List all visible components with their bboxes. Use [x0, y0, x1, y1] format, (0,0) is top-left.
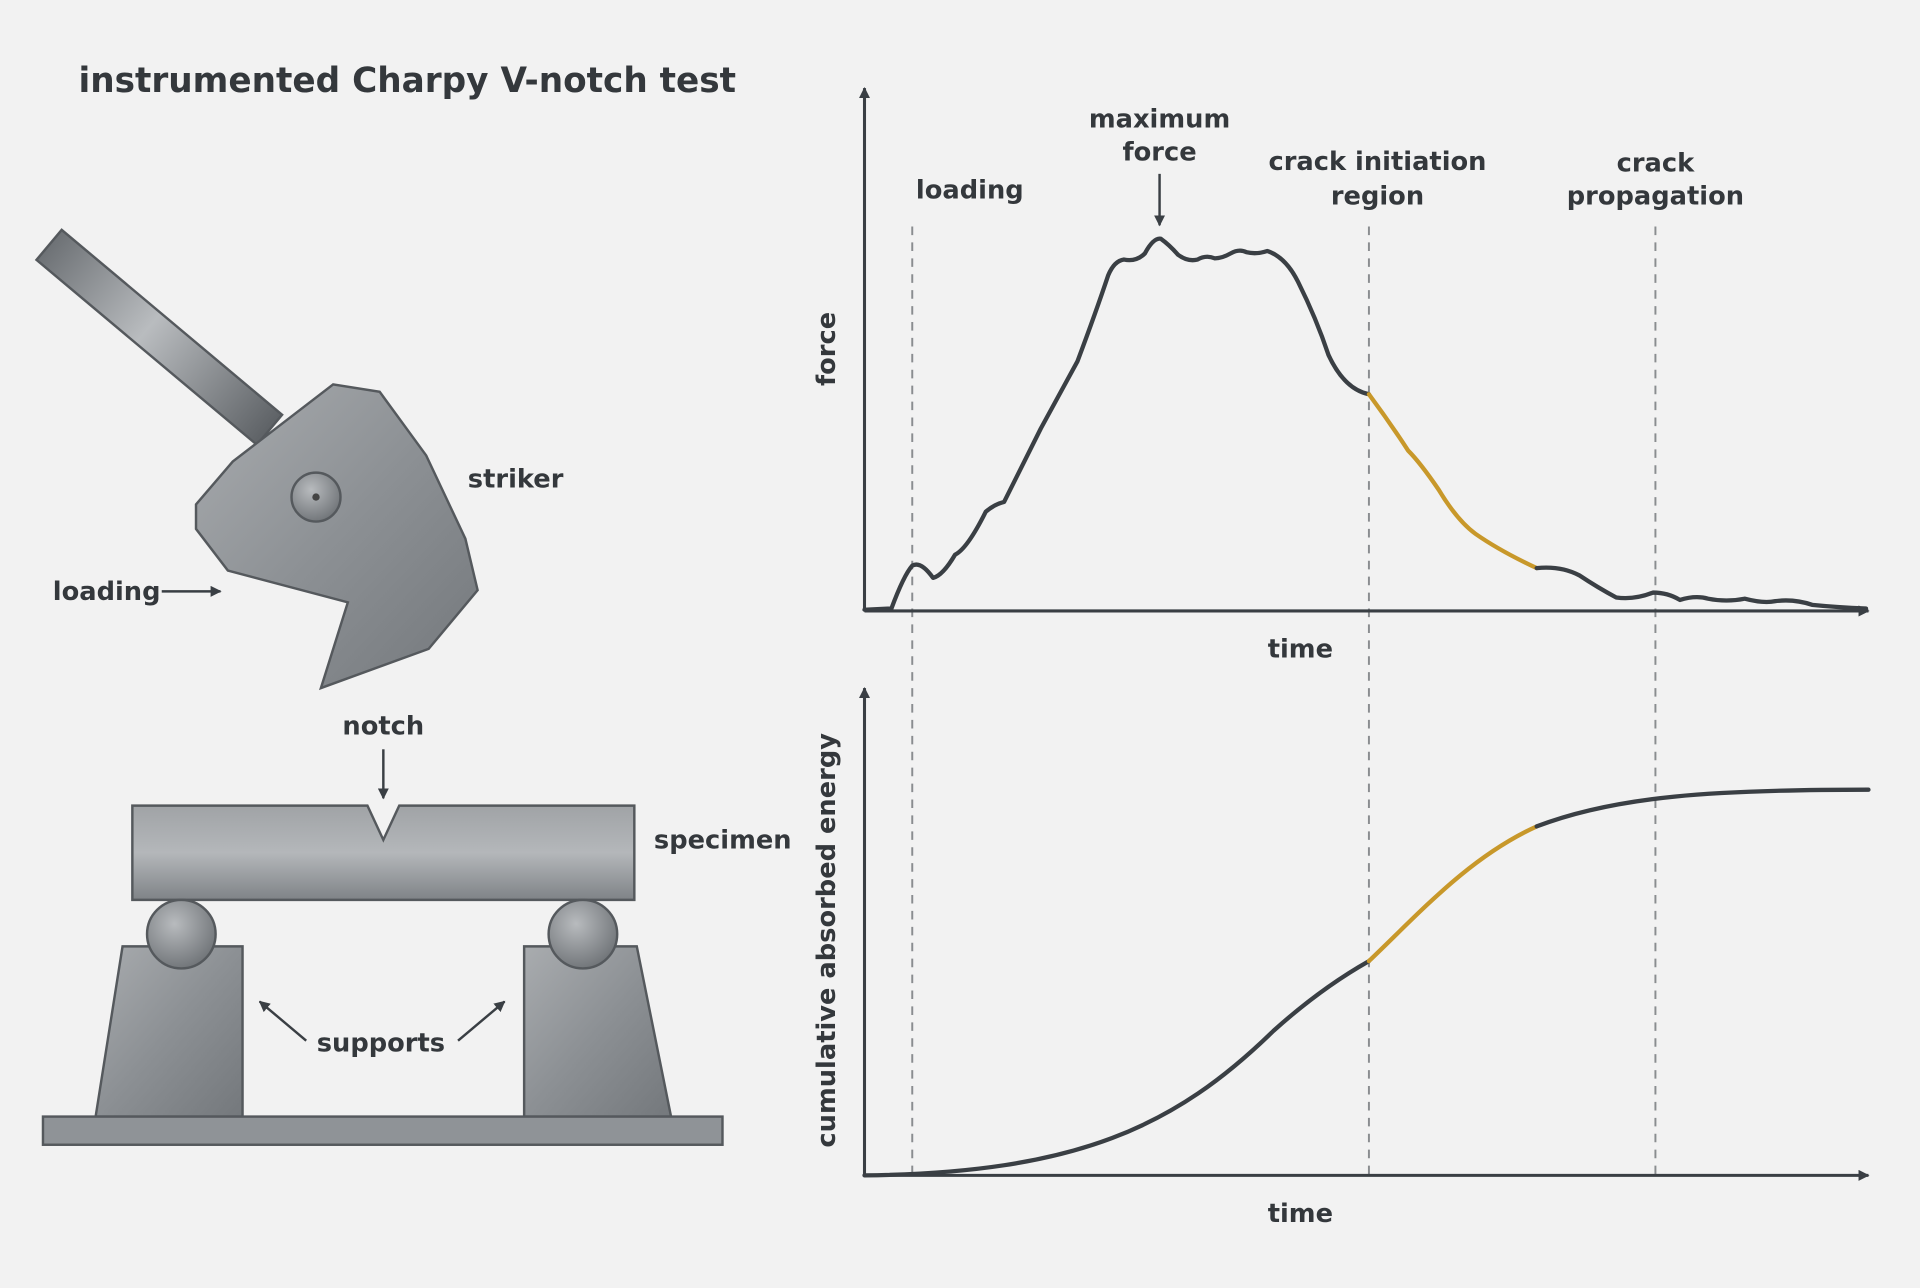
- right-roller: [547, 898, 619, 970]
- left-roller: [145, 898, 217, 970]
- striker-drawing: [34, 228, 479, 691]
- force-curve-propagation: [1534, 565, 1869, 611]
- annotation: force: [1122, 137, 1196, 167]
- x-axis-label: time: [1268, 1199, 1333, 1229]
- specimen-label: specimen: [654, 825, 792, 855]
- energy-curve-initiation: [1366, 824, 1539, 964]
- base: [41, 1115, 724, 1146]
- loading-label: loading: [53, 577, 161, 607]
- y-axis-label: cumulative absorbed energy: [812, 733, 842, 1148]
- title: instrumented Charpy V-notch test: [78, 61, 736, 101]
- annotation: crack: [1617, 148, 1695, 178]
- supports-label: supports: [317, 1029, 445, 1059]
- annotation: region: [1331, 181, 1424, 211]
- left-support: [94, 945, 244, 1118]
- notch-label: notch: [342, 712, 424, 742]
- specimen: [131, 804, 636, 902]
- annotation: maximum: [1089, 104, 1230, 134]
- energy-curve-propagation: [1534, 787, 1871, 829]
- striker-label: striker: [468, 464, 564, 494]
- annotation: crack initiation: [1269, 147, 1487, 177]
- annotation: propagation: [1567, 181, 1744, 211]
- force-curve: [862, 236, 1372, 612]
- supports-arrow: [258, 1000, 307, 1042]
- striker-head: [194, 383, 479, 691]
- annotation: loading: [916, 175, 1024, 205]
- y-axis-label: force: [812, 312, 842, 386]
- x-axis-label: time: [1268, 634, 1333, 664]
- right-support: [522, 945, 673, 1118]
- force-curve-initiation: [1366, 392, 1539, 571]
- supports-arrow: [457, 1000, 506, 1042]
- energy-curve: [862, 958, 1372, 1178]
